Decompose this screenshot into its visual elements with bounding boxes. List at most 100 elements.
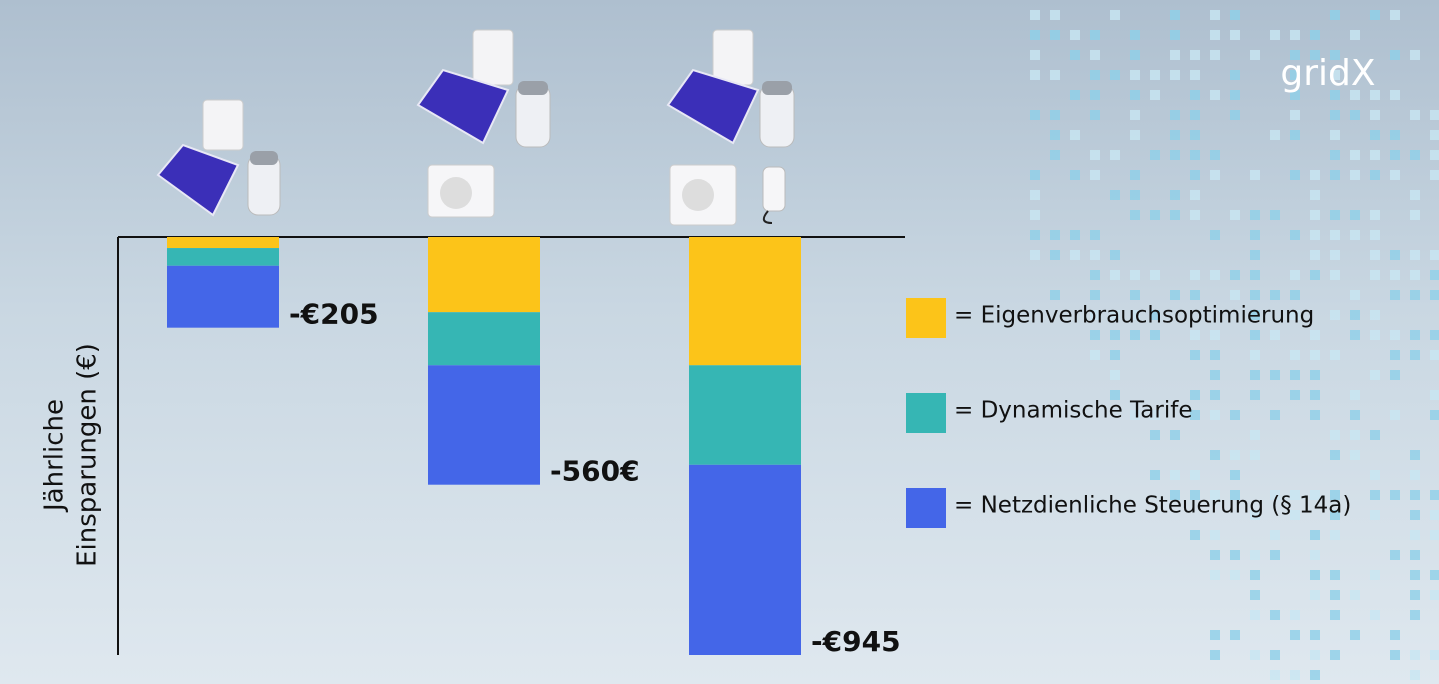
decor-square xyxy=(1350,110,1360,120)
decor-square xyxy=(1210,170,1220,180)
decor-square xyxy=(1290,630,1300,640)
decor-square xyxy=(1290,170,1300,180)
decor-square xyxy=(1110,310,1120,320)
bar-segment xyxy=(167,237,279,249)
decor-square xyxy=(1090,290,1100,300)
decor-square xyxy=(1090,310,1100,320)
decor-square xyxy=(1210,230,1220,240)
decor-square xyxy=(1390,150,1400,160)
decor-square xyxy=(1410,570,1420,580)
decor-square xyxy=(1190,470,1200,480)
decor-square xyxy=(1310,170,1320,180)
decor-square xyxy=(1250,330,1260,340)
decor-square xyxy=(1090,270,1100,280)
decor-square xyxy=(1170,130,1180,140)
decor-square xyxy=(1070,170,1080,180)
decor-square xyxy=(1130,310,1140,320)
decor-square xyxy=(1290,30,1300,40)
decor-square xyxy=(1430,570,1439,580)
decor-square xyxy=(1090,50,1100,60)
decor-square xyxy=(1310,570,1320,580)
decor-square xyxy=(1250,230,1260,240)
decor-square xyxy=(1330,450,1340,460)
decor-square xyxy=(1350,430,1360,440)
decor-square xyxy=(1230,410,1240,420)
decor-square xyxy=(1250,650,1260,660)
decor-square xyxy=(1410,150,1420,160)
decor-square xyxy=(1230,270,1240,280)
decor-square xyxy=(1150,70,1160,80)
decor-square xyxy=(1270,130,1280,140)
decor-square xyxy=(1350,230,1360,240)
decor-square xyxy=(1390,490,1400,500)
legend-swatch xyxy=(906,393,946,433)
decor-square xyxy=(1130,30,1140,40)
decor-square xyxy=(1190,530,1200,540)
decor-square xyxy=(1330,250,1340,260)
decor-square xyxy=(1230,70,1240,80)
decor-square xyxy=(1370,150,1380,160)
decor-square xyxy=(1130,270,1140,280)
decor-square xyxy=(1130,210,1140,220)
decor-square xyxy=(1370,370,1380,380)
decor-square xyxy=(1370,10,1380,20)
decor-square xyxy=(1350,450,1360,460)
decor-square xyxy=(1150,150,1160,160)
decor-square xyxy=(1330,230,1340,240)
decor-square xyxy=(1250,510,1260,520)
decor-square xyxy=(1370,610,1380,620)
decor-square xyxy=(1290,230,1300,240)
decor-square xyxy=(1430,590,1439,600)
decor-square xyxy=(1270,550,1280,560)
decor-square xyxy=(1390,650,1400,660)
decor-square xyxy=(1150,210,1160,220)
decor-square xyxy=(1310,630,1320,640)
decor-square xyxy=(1090,90,1100,100)
decor-square xyxy=(1430,110,1439,120)
icon-group xyxy=(156,99,281,217)
decor-square xyxy=(1290,90,1300,100)
decor-square xyxy=(1110,390,1120,400)
icon-group xyxy=(666,29,795,226)
decor-square xyxy=(1030,210,1040,220)
decor-square xyxy=(1410,650,1420,660)
decor-square xyxy=(1310,230,1320,240)
decor-square xyxy=(1390,630,1400,640)
decor-square xyxy=(1350,630,1360,640)
decor-square xyxy=(1210,550,1220,560)
decor-square xyxy=(1190,110,1200,120)
decor-square xyxy=(1310,670,1320,680)
decor-square xyxy=(1250,610,1260,620)
decor-square xyxy=(1330,70,1340,80)
decor-square xyxy=(1230,550,1240,560)
decor-square xyxy=(1190,150,1200,160)
decor-square xyxy=(1230,570,1240,580)
decor-square xyxy=(1190,270,1200,280)
decor-square xyxy=(1110,70,1120,80)
decor-square xyxy=(1430,130,1439,140)
decor-square xyxy=(1330,490,1340,500)
decor-square xyxy=(1370,170,1380,180)
decor-square xyxy=(1190,210,1200,220)
decor-square xyxy=(1190,90,1200,100)
decor-square xyxy=(1130,330,1140,340)
decor-square xyxy=(1350,210,1360,220)
decor-square xyxy=(1190,290,1200,300)
decor-square xyxy=(1050,230,1060,240)
bar-segment xyxy=(428,365,540,485)
decor-square xyxy=(1290,130,1300,140)
decor-square xyxy=(1110,270,1120,280)
decor-square xyxy=(1090,230,1100,240)
legend-swatch xyxy=(906,298,946,338)
decor-square xyxy=(1110,150,1120,160)
decor-square xyxy=(1110,190,1120,200)
decor-square xyxy=(1410,590,1420,600)
decor-square xyxy=(1270,610,1280,620)
decor-square xyxy=(1190,70,1200,80)
decor-square xyxy=(1250,170,1260,180)
decor-square xyxy=(1430,150,1439,160)
decor-square xyxy=(1370,130,1380,140)
decor-square xyxy=(1090,110,1100,120)
decor-square xyxy=(1150,430,1160,440)
decor-square xyxy=(1110,330,1120,340)
